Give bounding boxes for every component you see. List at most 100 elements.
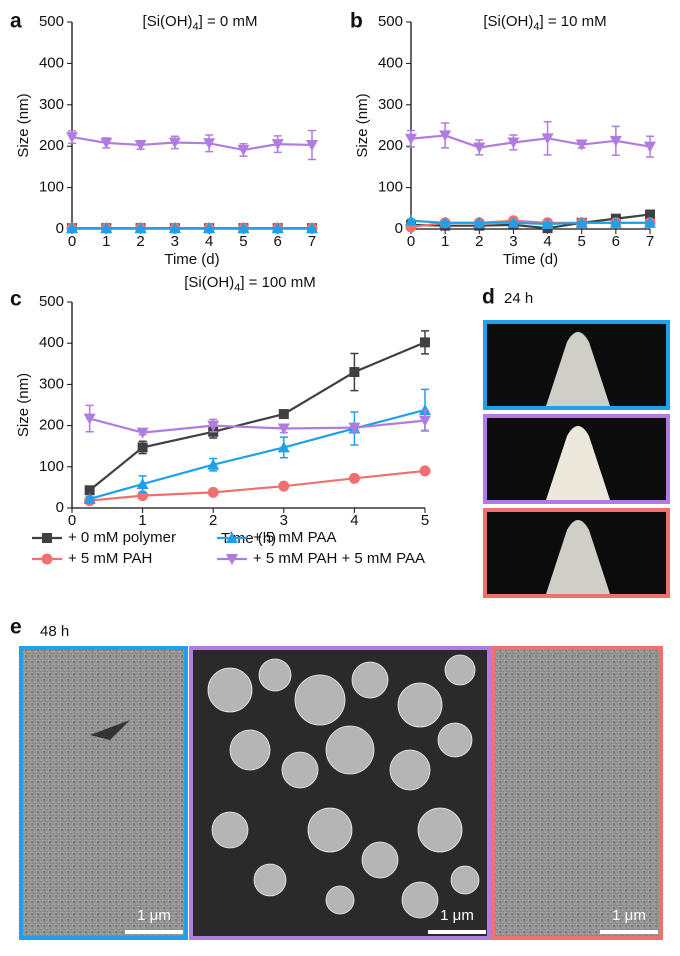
title-part: ] = 0 mM [199,13,258,30]
marker [100,222,113,234]
marker [271,139,284,151]
title-part: [Si(OH) [143,13,193,30]
x-tick-label: 5 [239,233,247,250]
chart-title: [Si(OH)4] = 100 mM [184,274,316,294]
marker [609,135,622,147]
series-line [88,341,426,492]
marker [237,144,250,156]
x-axis-label: Time (d) [503,251,558,268]
y-axis-label: Size (nm) [15,373,32,437]
marker [42,533,52,543]
y-axis-label: Size (nm) [354,93,371,157]
marker [419,403,431,415]
marker [66,132,78,144]
chart-title: [Si(OH)4] = 10 mM [483,13,606,33]
marker [644,141,656,153]
photo [483,414,670,504]
y-tick-label: 0 [56,220,64,237]
marker [207,458,220,470]
marker [439,216,452,228]
legend-label: + 5 mM PAH [68,550,152,567]
x-tick-label: 3 [280,512,288,529]
marker [134,139,147,151]
caption: 24 h [504,290,533,307]
marker [271,222,284,234]
panel-label: a [10,10,22,33]
y-axis-label: Size (nm) [15,93,32,157]
x-tick-label: 3 [171,233,179,250]
x-tick-label: 0 [68,233,76,250]
marker [41,553,53,565]
x-tick-label: 4 [350,512,358,529]
x-tick-label: 5 [578,233,586,250]
marker [405,214,417,226]
marker [83,413,96,425]
x-tick-label: 2 [136,233,144,250]
x-tick-label: 2 [475,233,483,250]
marker [83,492,96,504]
marker [473,216,486,228]
photo [483,508,670,598]
marker [136,427,149,439]
x-axis-label: Time (d) [164,251,219,268]
marker [349,367,360,378]
legend-label: + 5 mM PAA [253,529,337,546]
y-tick-label: 400 [39,334,64,351]
marker [84,485,95,496]
title-part: ] = 10 mM [540,13,607,30]
marker [203,222,216,234]
x-tick-label: 0 [407,233,415,250]
y-tick-label: 100 [378,179,403,196]
marker [203,138,216,150]
x-tick-label: 4 [205,233,213,250]
y-tick-label: 200 [378,137,403,154]
x-tick-label: 6 [612,233,620,250]
x-tick-label: 5 [421,512,429,529]
title-part: [Si(OH) [184,274,234,291]
marker [306,139,318,151]
marker [541,218,554,230]
series-line [71,136,313,152]
y-tick-label: 100 [39,179,64,196]
panel-label: d [482,286,495,309]
sem-image: 1 μm [491,646,663,940]
title-part: 4 [193,21,199,33]
x-tick-label: 6 [274,233,282,250]
marker [644,216,656,228]
y-tick-label: 500 [378,13,403,30]
marker [473,142,486,154]
y-tick-label: 500 [39,293,64,310]
marker [237,222,250,234]
marker [348,472,360,484]
title-part: 4 [234,282,240,294]
marker [278,409,289,420]
marker [277,423,290,435]
scale-bar-label: 1 μm [612,907,646,924]
marker [575,216,588,228]
marker [419,415,431,427]
y-tick-label: 200 [39,417,64,434]
marker [507,216,520,228]
title-part: ] = 100 mM [240,274,315,291]
marker [277,441,290,453]
marker [168,222,181,234]
marker [645,209,655,220]
x-tick-label: 0 [68,512,76,529]
x-tick-label: 7 [646,233,654,250]
marker [348,422,361,434]
series-line [410,213,651,230]
chart-title: [Si(OH)4] = 0 mM [143,13,258,33]
y-tick-label: 500 [39,13,64,30]
marker [137,442,148,453]
marker [306,222,318,234]
x-tick-label: 3 [509,233,517,250]
scale-bar-label: 1 μm [440,907,474,924]
marker [100,137,113,149]
marker [226,532,238,543]
legend-label: + 5 mM PAH + 5 mM PAA [253,550,425,567]
y-tick-label: 400 [39,54,64,71]
series-line [410,134,651,149]
y-tick-label: 100 [39,458,64,475]
